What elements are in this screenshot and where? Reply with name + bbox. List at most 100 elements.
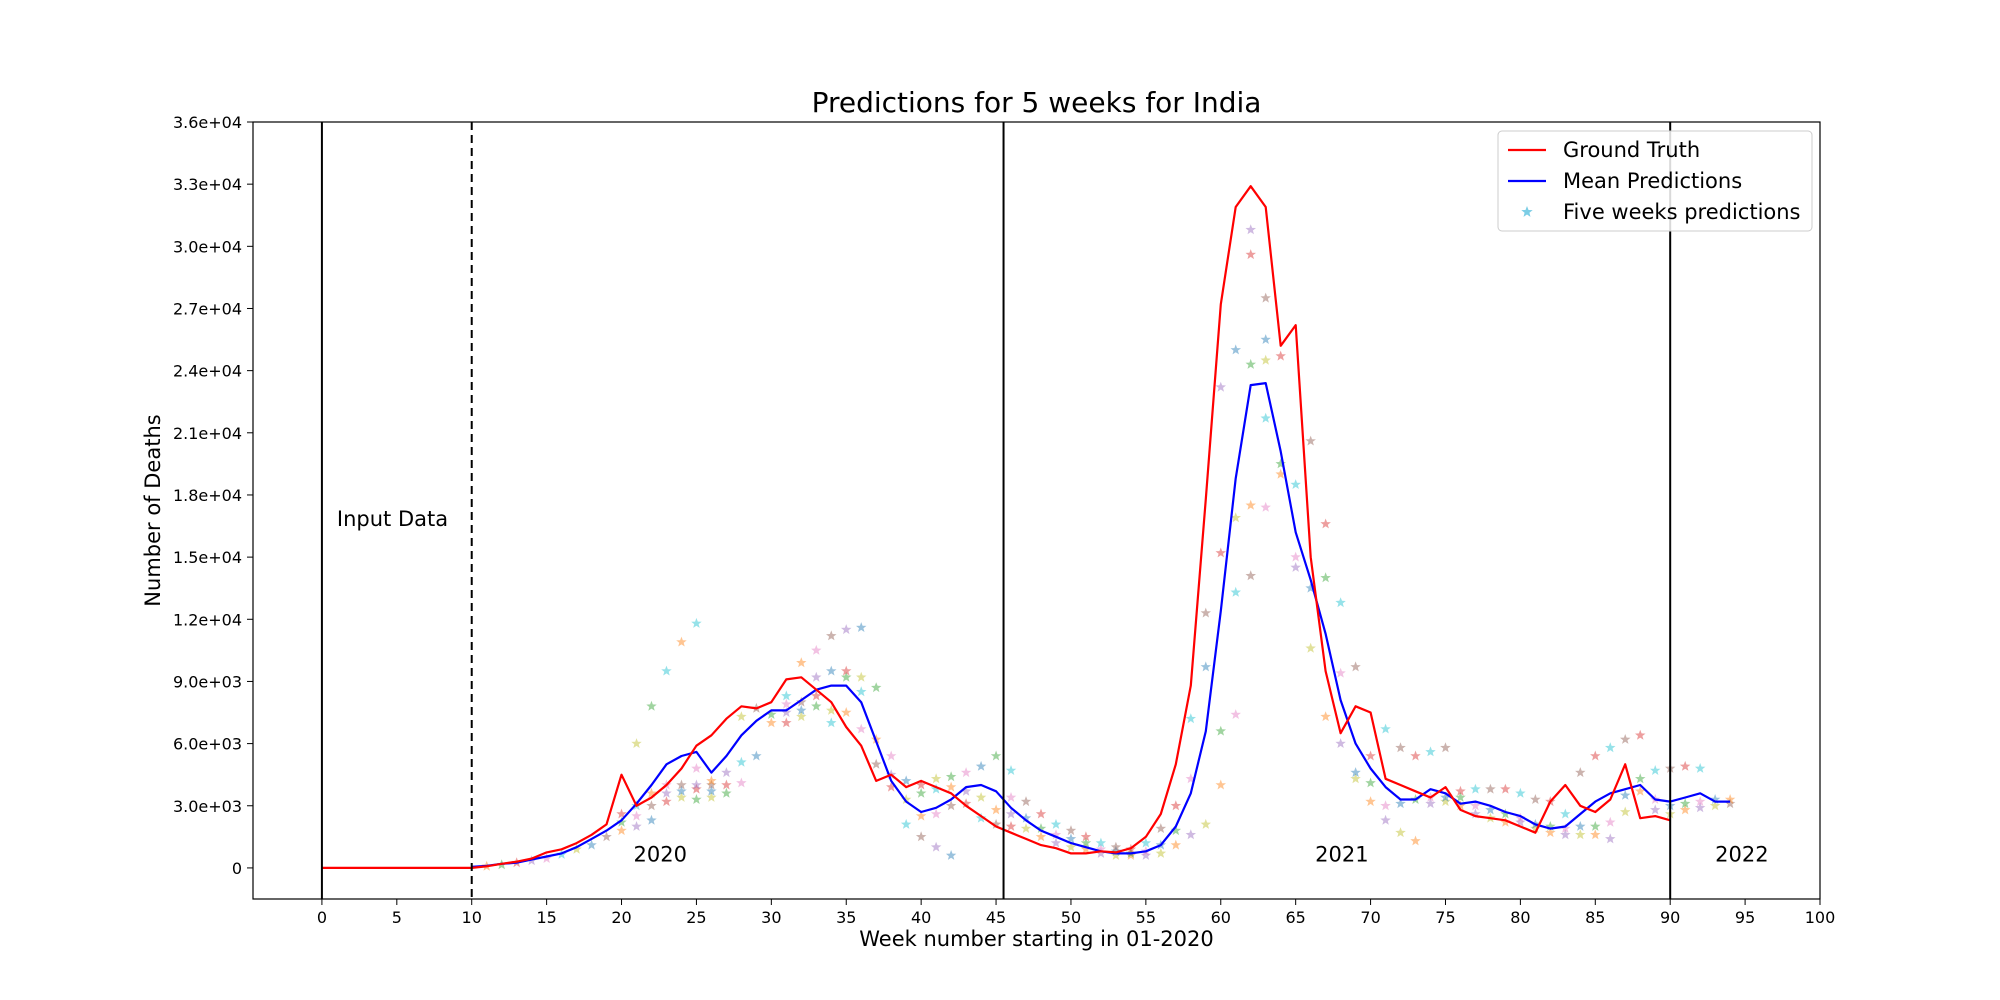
x-tick-label: 85 (1585, 908, 1605, 927)
prediction-point (900, 794, 912, 804)
prediction-point (781, 690, 792, 701)
prediction-point (930, 808, 942, 819)
prediction-point (871, 758, 882, 769)
prediction-point (1320, 572, 1331, 583)
prediction-point (900, 775, 912, 786)
prediction-point (1694, 796, 1706, 807)
y-tick-label: 3.0e+03 (173, 797, 242, 816)
prediction-point (975, 792, 987, 802)
prediction-point (796, 696, 807, 707)
prediction-point (945, 800, 957, 811)
legend-label: Ground Truth (1563, 138, 1700, 162)
prediction-point (1245, 358, 1256, 369)
x-tick-label: 45 (986, 908, 1006, 927)
x-tick-label: 20 (611, 908, 631, 927)
prediction-point (1110, 850, 1122, 860)
prediction-point (1560, 829, 1571, 840)
prediction-point (631, 810, 642, 821)
prediction-point (841, 665, 852, 676)
prediction-point (1110, 845, 1122, 856)
x-tick-label: 0 (317, 908, 327, 927)
prediction-point (706, 779, 717, 790)
legend-label: Mean Predictions (1563, 169, 1742, 193)
prediction-point (1065, 825, 1077, 836)
x-tick-label: 90 (1660, 908, 1680, 927)
prediction-point (900, 818, 912, 829)
prediction-point (1335, 667, 1346, 678)
prediction-point (915, 787, 927, 798)
prediction-point (990, 804, 1002, 815)
prediction-point (706, 792, 717, 802)
x-tick-label: 35 (836, 908, 856, 927)
series-lines (321, 185, 1731, 869)
y-axis-label: Number of Deaths (141, 414, 165, 606)
prediction-point (1679, 798, 1691, 809)
x-tick-label: 15 (536, 908, 556, 927)
prediction-point (796, 711, 807, 722)
prediction-point (1050, 837, 1062, 848)
prediction-point (1185, 773, 1196, 784)
prediction-point (766, 717, 777, 728)
prediction-point (631, 738, 642, 748)
prediction-point (676, 636, 687, 647)
prediction-point (1050, 818, 1062, 829)
prediction-point (721, 779, 732, 790)
prediction-point (1380, 800, 1391, 811)
y-tick-label: 2.4e+04 (173, 362, 242, 381)
prediction-point (691, 617, 702, 628)
x-tick-label: 100 (1805, 908, 1836, 927)
prediction-point (1515, 787, 1526, 798)
prediction-point (1245, 499, 1256, 510)
prediction-point (541, 853, 552, 863)
prediction-point (1095, 843, 1107, 854)
prediction-point (1215, 547, 1226, 558)
annotation-text: 2020 (634, 843, 687, 867)
y-tick-label: 3.3e+04 (173, 175, 242, 194)
prediction-point (1260, 354, 1271, 365)
prediction-point (826, 717, 837, 728)
prediction-point (1080, 843, 1092, 854)
prediction-point (1410, 750, 1421, 761)
prediction-point (646, 787, 657, 798)
y-tick-label: 1.2e+04 (173, 610, 242, 629)
prediction-point (1170, 825, 1182, 836)
prediction-point (661, 787, 672, 798)
prediction-point (945, 781, 957, 792)
prediction-point (1575, 767, 1586, 778)
prediction-point (736, 777, 747, 788)
prediction-point (1620, 789, 1631, 800)
legend-star-swatch (1521, 206, 1533, 217)
prediction-point (1215, 779, 1226, 790)
prediction-point (1020, 796, 1032, 807)
prediction-point (736, 711, 747, 722)
prediction-point (781, 717, 792, 728)
prediction-point (676, 785, 687, 796)
prediction-point (1125, 850, 1137, 860)
prediction-point (1305, 642, 1316, 653)
prediction-point (1440, 792, 1451, 802)
prediction-point (1320, 518, 1331, 529)
prediction-point (1110, 841, 1122, 852)
prediction-point (781, 707, 792, 717)
prediction-point (1425, 798, 1436, 809)
prediction-point (1455, 785, 1466, 796)
y-tick-label: 3.0e+04 (173, 237, 242, 256)
prediction-point (1724, 794, 1736, 804)
prediction-point (661, 665, 672, 676)
prediction-point (781, 698, 792, 709)
prediction-point (1650, 804, 1661, 815)
prediction-point (1694, 802, 1706, 813)
prediction-point (766, 709, 777, 719)
prediction-point (1590, 829, 1601, 840)
prediction-point (1455, 792, 1466, 802)
prediction-point (975, 760, 987, 771)
prediction-point (1455, 800, 1466, 811)
x-axis: 0 5 10 15 20 25 30 35 40 45 50 55 60 65 70 75 80 85 90 95 10… (317, 899, 1835, 927)
prediction-point (826, 704, 837, 715)
prediction-point (1545, 821, 1556, 831)
prediction-point (975, 812, 987, 823)
prediction-point (1500, 808, 1511, 819)
prediction-point (1335, 738, 1346, 748)
prediction-point (736, 756, 747, 767)
prediction-point (1320, 711, 1331, 722)
